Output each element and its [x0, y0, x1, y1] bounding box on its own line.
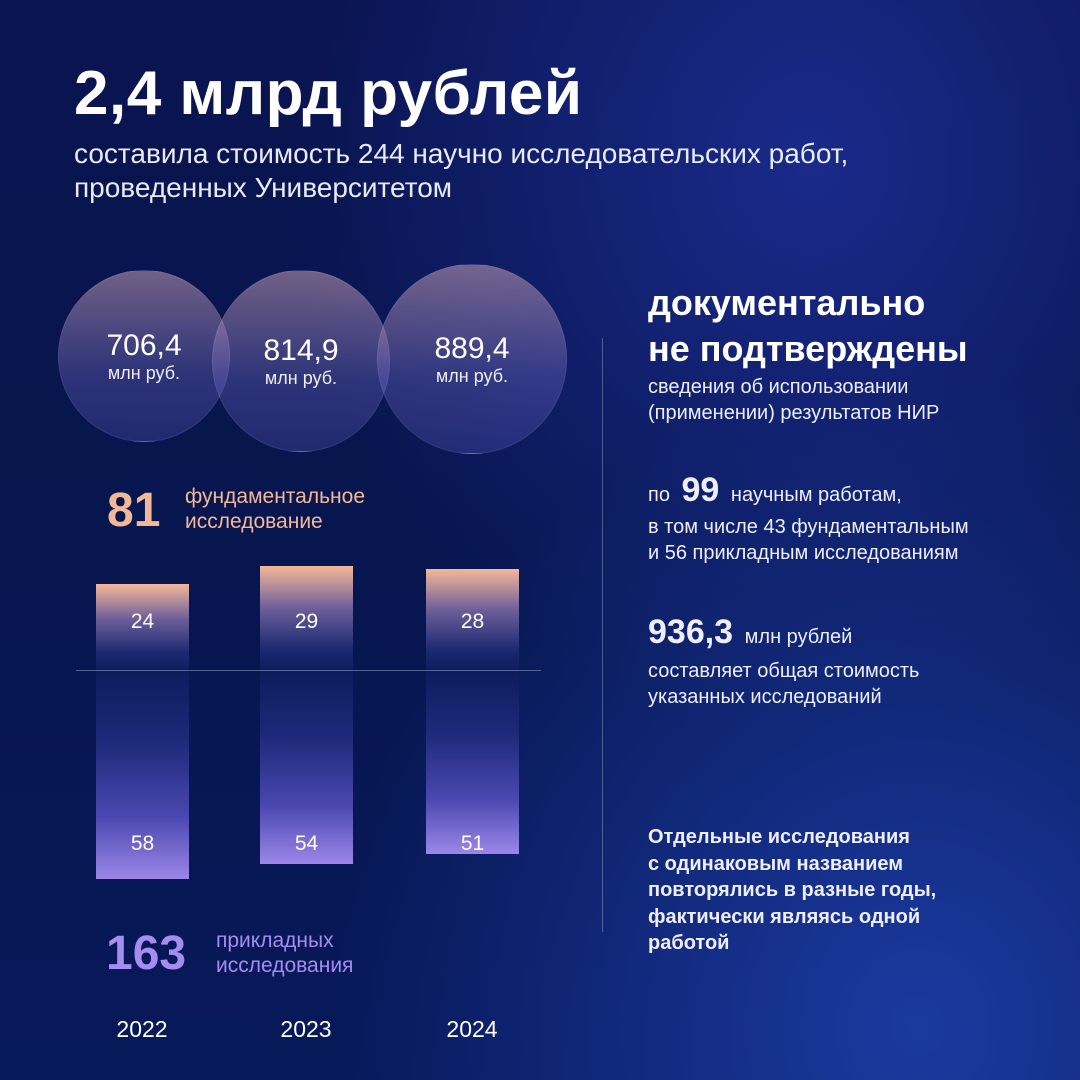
bar-label-fundamental: 28 — [460, 610, 485, 633]
label-line: исследования — [216, 954, 354, 977]
year-label: 2022 — [116, 1016, 168, 1042]
note-line: работой — [648, 932, 730, 954]
divider — [602, 338, 603, 932]
label-line: фундаментальное — [185, 485, 365, 508]
works-count-value: 99 — [681, 471, 720, 509]
fundamental-total: 81 — [107, 484, 161, 537]
cost-circle-2024: 889,4 млн руб. — [377, 264, 567, 454]
note-line: с одинаковым названием — [648, 852, 904, 875]
breakdown-line: в том числе 43 фундаментальным — [648, 516, 969, 538]
works-count: по 99 научным работам, — [648, 470, 902, 515]
cost-circle-2023: 814,9 млн руб. — [212, 270, 390, 452]
bar-label-applied: 51 — [460, 832, 485, 855]
circle-value: 706,4 — [106, 328, 182, 362]
chart-baseline — [76, 670, 541, 671]
fundamental-label: фундаментальное исследование — [185, 484, 365, 534]
works-breakdown: в том числе 43 фундаментальным и 56 прикл… — [648, 514, 969, 566]
breakdown-line: и 56 прикладным исследованиям — [648, 542, 959, 564]
bar-fundamental-2023 — [260, 565, 353, 670]
bar-label-fundamental: 29 — [294, 610, 319, 633]
circle-unit: млн руб. — [435, 365, 509, 386]
works-count-suffix: научным работам, — [730, 484, 902, 506]
total-cost-unit: млн рублей — [744, 626, 853, 648]
po-text: по — [648, 484, 670, 506]
subtitle-line-2: проведенных Университетом — [74, 172, 453, 203]
desc-line: сведения об использовании — [648, 376, 909, 398]
bar-fundamental-2024 — [426, 569, 519, 670]
year-label: 2023 — [280, 1016, 332, 1042]
year-label: 2024 — [446, 1016, 498, 1042]
headline-line: не подтверждены — [648, 328, 968, 369]
bar-label-applied: 58 — [130, 832, 155, 855]
desc-line: составляет общая стоимость — [648, 660, 920, 682]
note-line: фактически являясь одной — [648, 905, 921, 928]
applied-label: прикладных исследования — [216, 928, 353, 978]
total-cost-value: 936,3 — [648, 613, 734, 651]
label-line: исследование — [185, 510, 323, 533]
bar-applied-2023 — [260, 670, 353, 865]
circle-value: 889,4 — [434, 331, 510, 365]
circle-value: 814,9 — [263, 333, 339, 367]
bar-label-applied: 54 — [294, 832, 319, 855]
desc-line: (применении) результатов НИР — [648, 402, 940, 424]
headline-description: сведения об использовании (применении) ре… — [648, 374, 939, 426]
headline: документально не подтверждены — [648, 280, 968, 372]
bar-label-fundamental: 24 — [130, 610, 155, 633]
label-line: прикладных — [216, 929, 334, 952]
bar-applied-2024 — [426, 670, 519, 854]
desc-line: указанных исследований — [648, 686, 882, 708]
bar-applied-2022 — [96, 670, 189, 879]
note-line: повторялись в разные годы, — [648, 879, 937, 901]
subtitle-line-1: составила стоимость 244 научно исследова… — [74, 138, 849, 169]
circle-unit: млн руб. — [264, 367, 338, 388]
circle-unit: млн руб. — [107, 362, 181, 383]
applied-total: 163 — [106, 927, 187, 980]
note-line: Отдельные исследования — [648, 826, 910, 848]
bar-chart: 24 58 2022 29 54 2023 28 51 2024 — [96, 565, 519, 1042]
bar-fundamental-2022 — [96, 583, 189, 670]
total-cost-description: составляет общая стоимость указанных иссл… — [648, 658, 919, 710]
headline-line: документально — [648, 282, 926, 323]
total-cost: 936,3 млн рублей — [648, 612, 852, 657]
page-title: 2,4 млрд рублей — [74, 59, 583, 128]
note: Отдельные исследования с одинаковым назв… — [648, 824, 936, 957]
